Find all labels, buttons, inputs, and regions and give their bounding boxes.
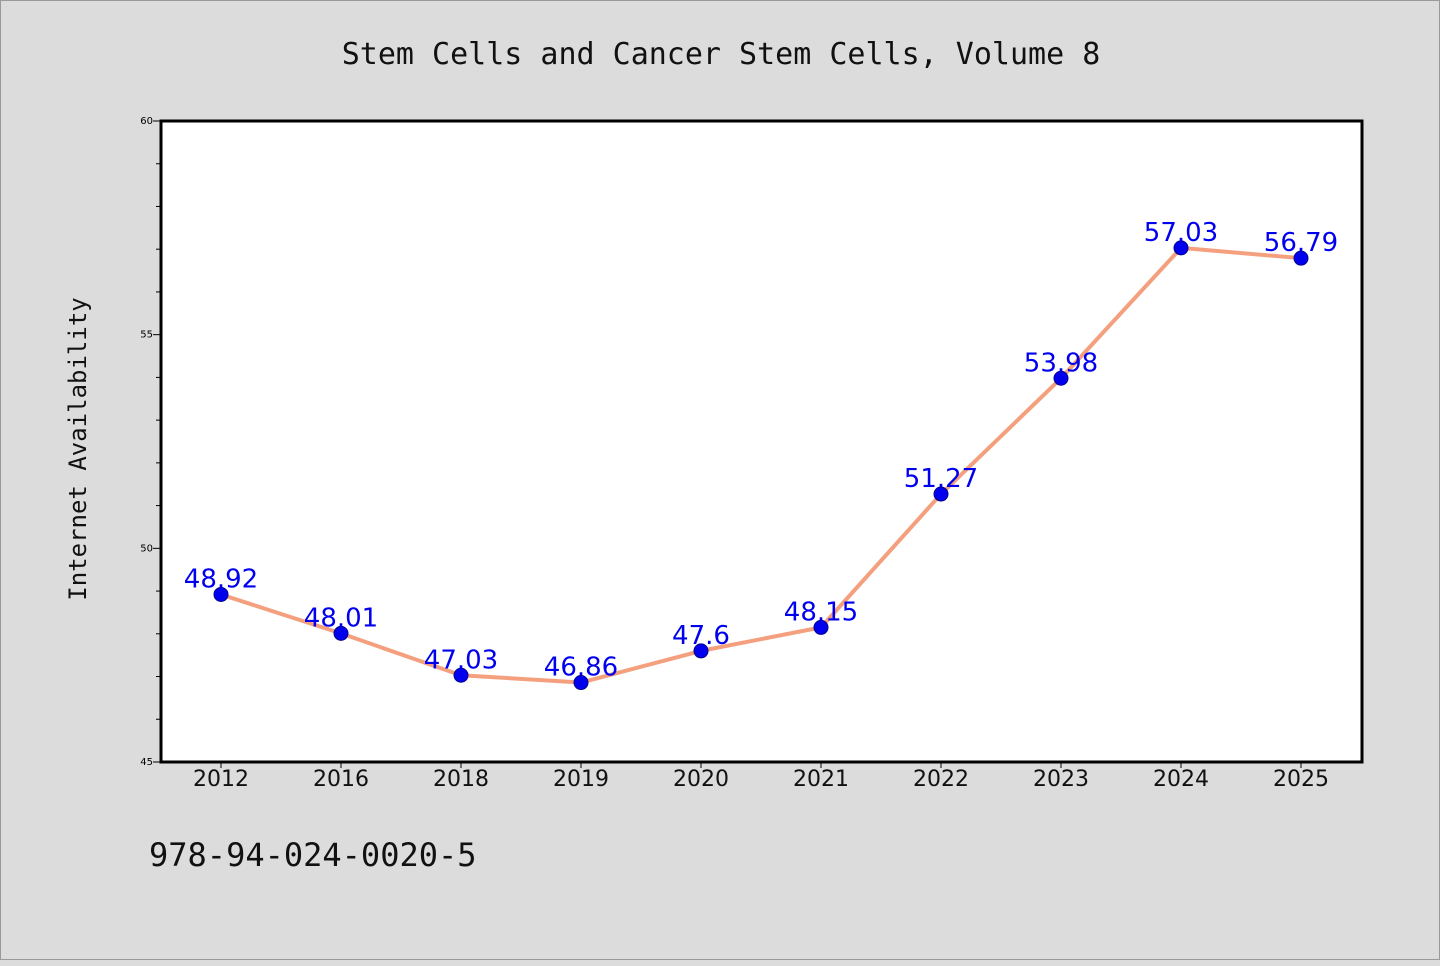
x-tick-label: 2022 — [913, 767, 969, 792]
data-label: 47.6 — [672, 621, 730, 651]
data-point — [693, 643, 709, 659]
x-tick-label: 2021 — [793, 767, 849, 792]
data-labels: 48.92 48.01 47.03 46.86 47.6 48.15 51.27 53.98 5… — [184, 218, 1338, 683]
data-label: 51.27 — [904, 464, 978, 494]
data-label: 48.92 — [184, 564, 258, 594]
y-tick-label: 55 — [140, 330, 153, 341]
data-point — [813, 619, 829, 635]
x-tick-label: 2023 — [1033, 767, 1089, 792]
y-tick-label: 60 — [140, 116, 153, 127]
y-axis-label: Internet Availability — [64, 297, 92, 600]
data-label: 48.01 — [304, 603, 378, 633]
x-axis: 2012 2016 2018 2019 2020 2021 2022 2023 2024 2025 — [193, 762, 1329, 792]
data-label: 57.03 — [1144, 218, 1218, 248]
data-label: 48.15 — [784, 597, 858, 627]
data-markers — [213, 240, 1309, 691]
data-point — [1293, 250, 1309, 266]
data-point — [573, 675, 589, 691]
chart-title: Stem Cells and Cancer Stem Cells, Volume… — [342, 37, 1101, 72]
x-tick-label: 2018 — [433, 767, 489, 792]
series-line-group — [220, 245, 1302, 685]
series-line — [220, 245, 1302, 685]
x-tick-label: 2024 — [1153, 767, 1209, 792]
x-tick-label: 2019 — [553, 767, 609, 792]
data-label: 53.98 — [1024, 348, 1098, 378]
y-tick-label: 45 — [140, 757, 153, 768]
data-label: 46.86 — [544, 653, 618, 683]
y-tick-label: 50 — [140, 543, 153, 554]
data-point — [453, 667, 469, 683]
data-point — [1053, 370, 1069, 386]
x-tick-label: 2020 — [673, 767, 729, 792]
plot-area — [159, 119, 1364, 764]
x-tick-label: 2016 — [313, 767, 369, 792]
data-label: 56.79 — [1264, 228, 1338, 258]
y-axis: 45 50 55 60 — [140, 116, 161, 768]
data-point — [333, 625, 349, 641]
data-point — [213, 586, 229, 602]
x-tick-label: 2012 — [193, 767, 249, 792]
data-label: 47.03 — [424, 645, 498, 675]
data-point — [933, 486, 949, 502]
x-tick-label: 2025 — [1273, 767, 1329, 792]
isbn-text: 978-94-024-0020-5 — [149, 836, 477, 874]
data-point — [1173, 240, 1189, 256]
